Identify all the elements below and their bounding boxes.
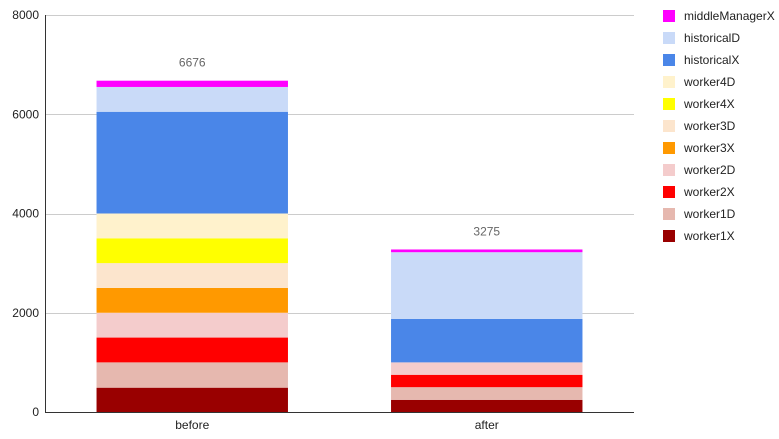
bar-segment-historicalD-before xyxy=(96,86,288,112)
bar-segment-worker2X-before xyxy=(96,337,288,363)
legend-label: worker1X xyxy=(684,229,735,243)
legend-swatch xyxy=(663,76,675,88)
legend-item: worker2X xyxy=(663,181,775,203)
bar-total-label: 6676 xyxy=(179,56,206,70)
bar-segment-worker1X-before xyxy=(96,387,288,412)
legend-swatch xyxy=(663,120,675,132)
legend-swatch xyxy=(663,10,675,22)
legend-label: worker4X xyxy=(684,97,735,111)
legend-swatch xyxy=(663,98,675,110)
bar-segment-worker1X-after xyxy=(391,399,583,412)
legend-item: worker2D xyxy=(663,159,775,181)
legend-swatch xyxy=(663,32,675,44)
legend-item: historicalD xyxy=(663,27,775,49)
bar-segment-worker4X-before xyxy=(96,238,288,264)
bar-segment-historicalX-after xyxy=(391,318,583,363)
legend-label: historicalX xyxy=(684,53,740,67)
bar-segment-worker4D-before xyxy=(96,213,288,239)
legend-item: worker1X xyxy=(663,225,775,247)
y-tick-label: 8000 xyxy=(12,8,39,22)
y-tick-label: 4000 xyxy=(12,207,39,221)
legend-label: historicalD xyxy=(684,31,741,45)
legend-label: middleManagerX xyxy=(684,9,775,23)
legend-label: worker4D xyxy=(684,75,736,89)
bar-segment-middleManagerX-before xyxy=(96,80,288,87)
bar-segment-worker2X-after xyxy=(391,374,583,388)
legend-item: worker3X xyxy=(663,137,775,159)
legend-label: worker3X xyxy=(684,141,735,155)
x-tick-label: before xyxy=(175,418,209,432)
bar-segment-historicalX-before xyxy=(96,111,288,214)
legend-item: worker4X xyxy=(663,93,775,115)
y-tick-label: 0 xyxy=(32,405,39,419)
bar-segment-worker1D-before xyxy=(96,362,288,388)
y-tick-label: 2000 xyxy=(12,306,39,320)
legend-swatch xyxy=(663,142,675,154)
bar-segment-worker3D-before xyxy=(96,263,288,288)
legend-label: worker2X xyxy=(684,185,735,199)
legend-item: worker4D xyxy=(663,71,775,93)
legend-swatch xyxy=(663,186,675,198)
bar-segment-worker2D-after xyxy=(391,362,583,375)
bar-segment-middleManagerX-after xyxy=(391,249,583,253)
y-tick-label: 6000 xyxy=(12,107,39,121)
legend-item: worker3D xyxy=(663,115,775,137)
legend-item: middleManagerX xyxy=(663,5,775,27)
x-tick-label: after xyxy=(475,418,499,432)
legend-label: worker3D xyxy=(684,119,736,133)
bar-total-label: 3275 xyxy=(473,224,500,238)
bar-segment-worker3X-before xyxy=(96,287,288,313)
bar-segment-historicalD-after xyxy=(391,252,583,319)
chart-legend: middleManagerX historicalD historicalX work… xyxy=(663,5,775,247)
legend-swatch xyxy=(663,230,675,242)
legend-item: historicalX xyxy=(663,49,775,71)
bar-segment-worker1D-after xyxy=(391,387,583,400)
legend-swatch xyxy=(663,208,675,220)
legend-swatch xyxy=(663,54,675,66)
legend-swatch xyxy=(663,164,675,176)
bar-segment-worker2D-before xyxy=(96,312,288,338)
legend-item: worker1D xyxy=(663,203,775,225)
legend-label: worker1D xyxy=(684,207,736,221)
legend-label: worker2D xyxy=(684,163,736,177)
